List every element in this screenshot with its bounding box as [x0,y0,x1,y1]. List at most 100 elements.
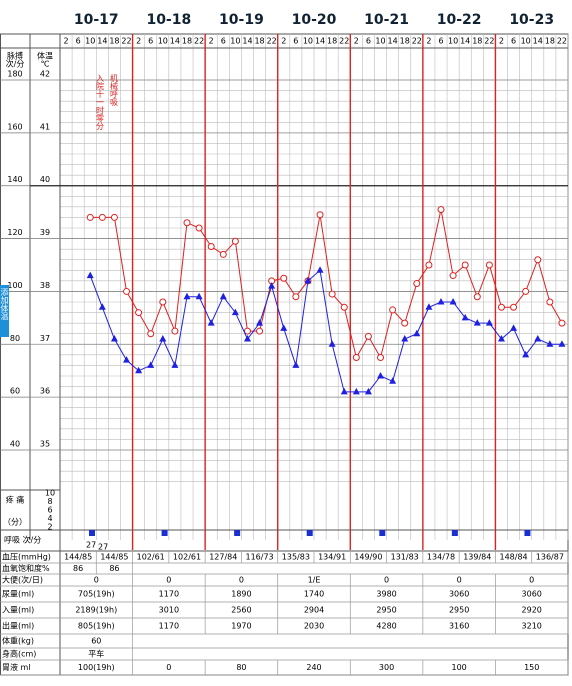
hour-label: 14 [97,37,107,46]
table-cell: 100 [452,663,467,672]
date-label: 10-23 [509,12,554,28]
temperature-marker [497,335,505,342]
temperature-marker [364,387,372,395]
pulse-marker [437,206,445,213]
pulse-marker [328,290,336,298]
temperature-marker [534,335,542,342]
temperature-marker [123,356,131,363]
temperature-marker [352,387,360,395]
hour-label: 6 [366,37,371,46]
row-label: 大便(次/日) [2,575,43,585]
pulse-marker [558,319,566,327]
table-cell: 134/78 [427,553,455,562]
table-cell: 127/84 [209,553,237,562]
pulse-marker [86,213,94,221]
pulse-marker [534,256,542,264]
table-cell: 1890 [231,590,251,599]
pulse-marker [522,287,530,295]
respiration-value: 27 [98,543,108,552]
pulse-marker [135,309,143,317]
pain-label: （分） [3,518,27,527]
hour-label: 10 [303,37,313,46]
table-cell: 0 [166,576,171,585]
row-label: 血氧饱和度% [2,563,50,573]
pulse-marker [110,213,118,221]
pulse-marker [389,306,397,314]
pulse-marker [243,327,251,335]
hour-label: 2 [209,37,214,46]
respiration-marker [524,530,531,536]
y-tick-label: 80 [10,334,20,343]
y-tick-label: 60 [10,387,20,396]
pain-tick-label: 4 [47,514,52,523]
pulse-marker [546,298,554,306]
pain-tick-label: 2 [47,523,52,532]
hour-label: 22 [412,37,422,46]
temperature-marker [389,377,397,384]
table-cell: 3060 [449,590,469,599]
y2-tick-label: 35 [40,440,50,449]
date-label: 10-17 [74,12,119,28]
date-label: 10-21 [364,12,409,28]
pulse-marker [449,272,457,280]
temperature-marker [86,271,94,279]
y2-tick-label: 41 [40,122,50,131]
hour-label: 14 [388,37,398,46]
temperature-marker [425,303,433,310]
table-cell: 2904 [304,606,324,615]
row-label: 胃液 ml [2,662,31,672]
row-label: 血压(mmHg) [2,552,51,562]
y2-tick-label: 36 [40,387,50,396]
table-cell: 102/61 [173,553,201,562]
hour-label: 10 [448,37,458,46]
temperature-marker [340,387,348,395]
temperature-marker [377,372,385,379]
temperature-marker [256,319,264,326]
table-cell: 136/87 [536,553,564,562]
temperature-marker [522,350,530,358]
y2-tick-label: 39 [40,228,50,237]
temperature-marker [98,303,106,310]
table-cell: 0 [384,576,389,585]
hour-label: 2 [426,37,431,46]
table-cell: 3980 [376,590,396,599]
pulse-marker [425,261,433,269]
hour-label: 22 [121,37,131,46]
temperature-marker [207,319,215,326]
pulse-marker [461,261,469,269]
hour-label: 18 [327,37,337,46]
pulse-marker [510,303,518,311]
frame [0,33,569,676]
table-cell: 144/85 [100,553,128,562]
table-cell: 3010 [159,606,179,615]
pulse-marker [256,327,264,335]
pulse-marker [497,303,505,311]
temperature-marker [304,276,312,284]
pulse-marker [316,211,324,219]
pulse-marker [207,243,215,250]
temperature-marker [461,313,469,321]
table-cell: 2030 [304,622,324,631]
table-cell: 100(19h) [78,663,115,672]
temperature-marker [110,335,118,342]
y-tick-label: 120 [7,228,22,237]
hour-label: 18 [472,37,482,46]
temperature-marker [183,292,191,300]
pulse-marker [401,319,409,327]
date-label: 10-19 [219,12,264,28]
pain-tick-label: 10 [45,489,55,498]
table-cell: 805(19h) [78,622,115,631]
hour-label: 18 [109,37,119,46]
temperature-marker [485,319,493,326]
pain-label: 疼 痛 [6,495,25,505]
temperature-marker [328,340,336,347]
table-cell: 2189(19h) [75,606,117,615]
table-cell: 0 [529,576,534,585]
hour-label: 6 [293,37,298,46]
pain-tick-label: 6 [47,506,52,515]
temperature-marker [546,340,554,347]
respiration-marker [161,530,168,536]
table-cell: 102/61 [137,553,165,562]
side-button[interactable]: 添加体温 [0,288,9,321]
